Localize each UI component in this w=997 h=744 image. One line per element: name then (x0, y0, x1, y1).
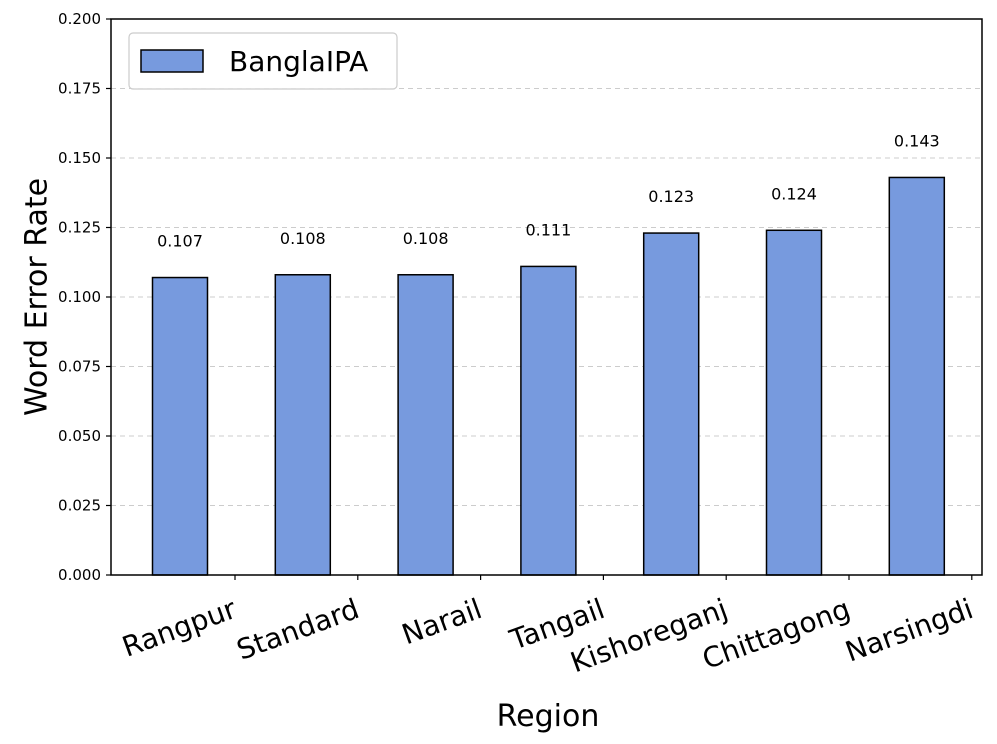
x-tick-label: Narsingdi (841, 592, 977, 669)
bar (888, 176, 946, 576)
value-label: 0.124 (771, 184, 817, 203)
x-tick-label: Rangpur (118, 592, 241, 664)
y-tick-label: 0.125 (58, 219, 101, 237)
y-tick-label: 0.025 (58, 497, 101, 515)
bar (274, 274, 332, 576)
bar (642, 232, 700, 576)
y-tick-label: 0.000 (58, 566, 101, 584)
y-axis-title: Word Error Rate (20, 178, 55, 416)
y-tick-label: 0.100 (58, 288, 101, 306)
value-labels-layer: 0.107 0.108 0.108 0.111 0.123 0.124 0.143 (157, 131, 940, 250)
y-tick-label: 0.050 (58, 427, 101, 445)
y-tick-label: 0.200 (58, 10, 101, 28)
legend-box (128, 32, 398, 90)
x-tick-label: Standard (232, 592, 363, 667)
legend-label: BanglaIPA (229, 45, 368, 78)
value-label: 0.108 (403, 229, 449, 248)
bar (397, 274, 454, 576)
legend-swatch (140, 49, 204, 73)
value-label: 0.107 (157, 232, 203, 251)
value-label: 0.143 (894, 131, 940, 150)
x-tick-label: Narail (397, 592, 486, 651)
value-label: 0.111 (525, 220, 571, 239)
bar (520, 265, 577, 576)
y-tick-label: 0.175 (58, 80, 101, 98)
value-label: 0.123 (648, 187, 694, 206)
y-tick-label: 0.075 (58, 358, 101, 376)
y-tick-label: 0.150 (58, 149, 101, 167)
y-axis: 0.000 0.025 0.050 0.075 0.100 0.125 0.150 0.175… (58, 10, 111, 584)
bar (765, 229, 823, 576)
value-label: 0.108 (280, 229, 326, 248)
legend: BanglaIPA (128, 32, 398, 90)
x-axis-title: Region (497, 699, 600, 734)
bars-layer (151, 176, 946, 576)
bar (151, 276, 209, 576)
